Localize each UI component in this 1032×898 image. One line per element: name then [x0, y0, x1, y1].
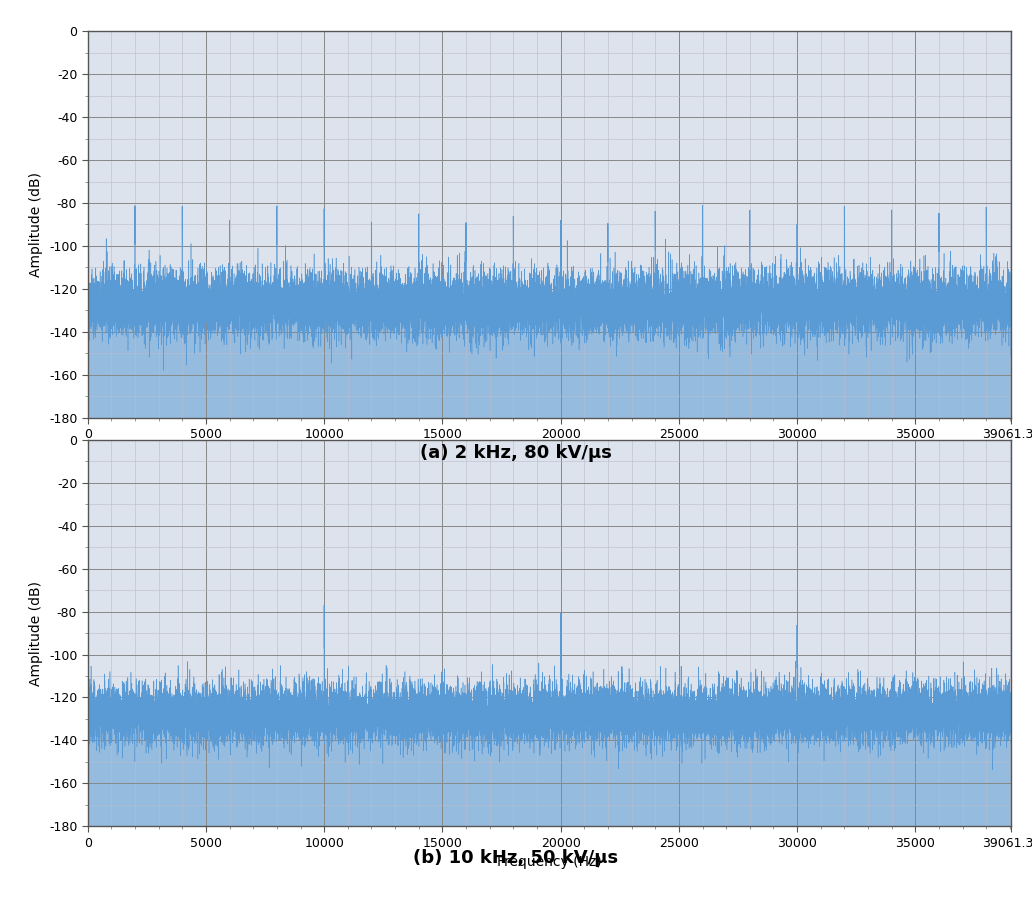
Y-axis label: Amplitude (dB): Amplitude (dB) [29, 581, 43, 685]
Y-axis label: Amplitude (dB): Amplitude (dB) [29, 172, 43, 277]
X-axis label: Frequency (Hz): Frequency (Hz) [497, 855, 602, 869]
Text: (a) 2 kHz, 80 kV/μs: (a) 2 kHz, 80 kV/μs [420, 445, 612, 462]
Text: (b) 10 kHz, 50 kV/μs: (b) 10 kHz, 50 kV/μs [414, 849, 618, 867]
